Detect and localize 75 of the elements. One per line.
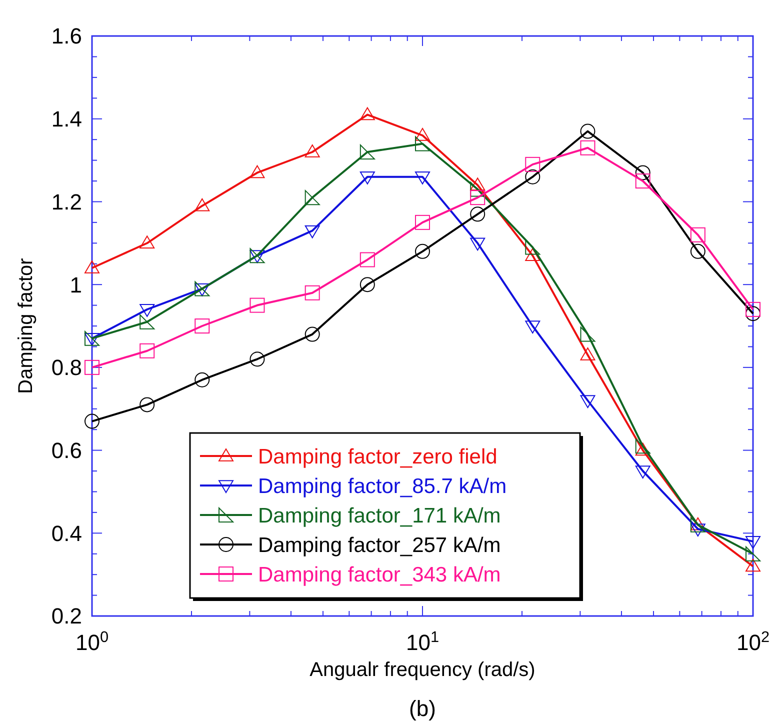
point: [580, 348, 596, 360]
legend-label: Damping factor_zero field: [258, 445, 498, 468]
point: [580, 395, 596, 408]
y-tick-label: 0.6: [51, 438, 82, 463]
point: [84, 260, 100, 274]
point: [250, 352, 265, 367]
point: [250, 298, 265, 313]
y-tick-label: 0.4: [51, 520, 82, 546]
point: [360, 277, 375, 292]
point: [746, 302, 760, 317]
point: [304, 190, 320, 206]
y-tick-label: 1.4: [51, 106, 82, 132]
point: [194, 198, 210, 212]
y-tick-label: 1.6: [51, 24, 82, 49]
y-tick-label: 1: [70, 272, 82, 298]
point: [580, 124, 596, 139]
x-axis-title: Angualr frequency (rad/s): [310, 659, 536, 681]
legend-label: Damping factor_257 kA/m: [258, 534, 501, 557]
point: [525, 156, 540, 172]
point: [415, 214, 430, 230]
point: [140, 304, 155, 317]
point: [580, 140, 596, 156]
point: [635, 442, 650, 456]
point: [470, 206, 486, 222]
point: [360, 252, 375, 268]
point: [194, 372, 210, 388]
point: [140, 343, 155, 358]
point: [415, 244, 430, 259]
point: [525, 320, 540, 334]
point: [635, 438, 650, 454]
point: [250, 165, 265, 178]
point: [746, 558, 760, 572]
y-axis-title: Damping factor: [15, 258, 37, 394]
point: [690, 244, 706, 259]
point: [360, 107, 375, 120]
point: [304, 326, 320, 342]
text: (b): [409, 696, 436, 721]
point: [360, 171, 375, 184]
point: [746, 536, 760, 549]
y-tick-label: 0.2: [51, 604, 82, 629]
point: [470, 178, 486, 191]
point: [525, 169, 540, 184]
point: [635, 174, 650, 188]
point: [140, 314, 155, 330]
point: [84, 414, 100, 429]
point: [140, 236, 155, 249]
point: [525, 240, 540, 255]
point: [84, 360, 100, 375]
legend-label: Damping factor_171 kA/m: [258, 504, 501, 528]
point: [746, 546, 760, 562]
point: [194, 318, 210, 334]
point: [415, 136, 430, 152]
point: [580, 326, 596, 342]
x-tick-label: 10$^{2}$: [736, 628, 770, 655]
y-tick-label: 1.2: [51, 189, 82, 214]
point: [360, 144, 375, 160]
point: [635, 165, 650, 180]
x-tick-label: 10$^{0}$: [75, 628, 109, 655]
point: [690, 227, 706, 242]
point: [304, 285, 320, 300]
point: [470, 238, 486, 251]
point: [415, 128, 430, 141]
point: [635, 466, 650, 478]
x-tick-label: 10$^{1}$: [406, 628, 440, 655]
y-tick-label: 0.8: [51, 355, 82, 380]
point: [470, 190, 486, 206]
point: [304, 225, 320, 238]
point: [525, 248, 540, 261]
point: [140, 397, 155, 412]
point: [690, 524, 706, 536]
legend-label: Damping factor_343 kA/m: [258, 563, 501, 586]
legend-label: Damping factor_85.7 kA/m: [258, 474, 507, 498]
point: [415, 171, 430, 184]
point: [304, 144, 320, 158]
point: [746, 306, 760, 322]
